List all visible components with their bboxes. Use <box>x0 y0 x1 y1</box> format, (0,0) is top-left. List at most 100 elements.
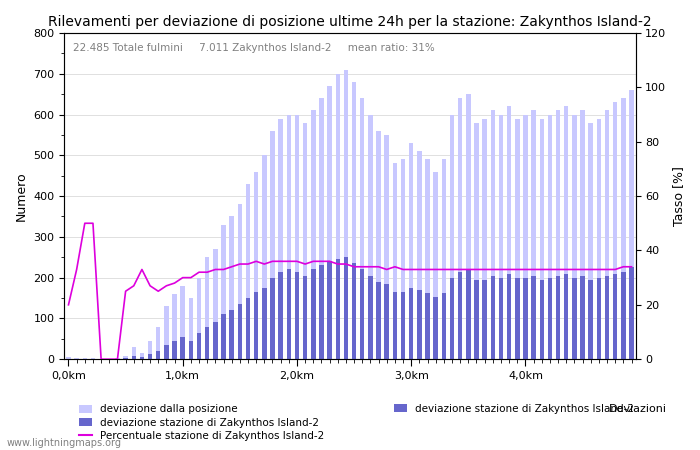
Bar <box>384 135 389 359</box>
Bar <box>433 171 438 359</box>
Bar <box>426 159 430 359</box>
Bar <box>205 327 209 359</box>
Bar <box>498 114 503 359</box>
Bar <box>523 278 528 359</box>
Bar <box>172 294 177 359</box>
Bar <box>507 274 512 359</box>
Bar <box>156 351 160 359</box>
Bar <box>564 106 568 359</box>
Bar <box>377 282 381 359</box>
Bar <box>156 327 160 359</box>
Bar <box>360 98 365 359</box>
Bar <box>132 356 136 359</box>
Bar <box>433 297 438 359</box>
Bar <box>450 114 454 359</box>
Bar <box>360 270 365 359</box>
Bar <box>328 261 332 359</box>
Bar <box>621 98 626 359</box>
Bar <box>384 284 389 359</box>
Bar <box>474 279 479 359</box>
Bar <box>319 98 323 359</box>
Bar <box>311 270 316 359</box>
Bar <box>629 267 634 359</box>
Bar <box>66 357 71 359</box>
Bar <box>589 279 593 359</box>
Bar <box>295 271 299 359</box>
Bar <box>515 119 519 359</box>
Bar <box>164 345 169 359</box>
Bar <box>368 114 372 359</box>
Bar <box>531 110 536 359</box>
Bar <box>230 216 234 359</box>
Bar <box>311 110 316 359</box>
Bar <box>172 341 177 359</box>
Bar <box>458 271 463 359</box>
Bar <box>442 159 446 359</box>
Bar <box>621 271 626 359</box>
Bar <box>491 110 495 359</box>
Bar <box>140 353 144 359</box>
Bar <box>344 257 348 359</box>
Bar <box>295 114 299 359</box>
Bar <box>344 70 348 359</box>
Bar <box>491 275 495 359</box>
Bar <box>181 337 185 359</box>
Bar <box>262 288 267 359</box>
Bar <box>230 310 234 359</box>
Bar <box>221 225 226 359</box>
Bar <box>458 98 463 359</box>
Bar <box>246 184 250 359</box>
Bar <box>393 163 397 359</box>
Bar <box>547 114 552 359</box>
Bar <box>426 293 430 359</box>
Bar <box>213 323 218 359</box>
Bar <box>442 293 446 359</box>
Bar <box>531 275 536 359</box>
Bar <box>401 292 405 359</box>
Bar <box>303 275 307 359</box>
Bar <box>547 278 552 359</box>
Bar <box>74 358 79 359</box>
Bar <box>254 171 258 359</box>
Bar <box>466 94 470 359</box>
Bar <box>401 159 405 359</box>
Bar <box>188 298 193 359</box>
Bar <box>629 90 634 359</box>
Bar <box>270 278 274 359</box>
Bar <box>205 257 209 359</box>
Bar <box>417 151 421 359</box>
Legend: deviazione stazione di Zakynthos Island-2: deviazione stazione di Zakynthos Island-… <box>390 400 638 418</box>
Bar <box>123 358 128 359</box>
Title: Rilevamenti per deviazione di posizione ultime 24h per la stazione: Zakynthos Is: Rilevamenti per deviazione di posizione … <box>48 15 652 29</box>
Bar <box>123 356 128 359</box>
Bar <box>83 358 87 359</box>
Bar <box>279 271 283 359</box>
Bar <box>197 333 202 359</box>
Bar <box>572 114 577 359</box>
Bar <box>335 259 340 359</box>
Bar <box>393 292 397 359</box>
Bar <box>254 292 258 359</box>
Y-axis label: Numero: Numero <box>15 171 28 221</box>
Bar <box>368 275 372 359</box>
Bar <box>91 358 95 359</box>
Bar <box>377 131 381 359</box>
Bar <box>188 341 193 359</box>
Bar <box>246 298 250 359</box>
Bar <box>589 123 593 359</box>
Bar <box>213 249 218 359</box>
Bar <box>540 279 544 359</box>
Bar <box>596 279 601 359</box>
Text: www.lightningmaps.org: www.lightningmaps.org <box>7 438 122 448</box>
Text: Deviazioni: Deviazioni <box>609 405 667 414</box>
Bar <box>507 106 512 359</box>
Bar <box>197 278 202 359</box>
Bar <box>596 119 601 359</box>
Bar <box>148 341 153 359</box>
Bar <box>556 110 560 359</box>
Bar <box>132 347 136 359</box>
Bar <box>409 143 414 359</box>
Bar <box>262 155 267 359</box>
Bar <box>605 275 609 359</box>
Bar <box>116 358 120 359</box>
